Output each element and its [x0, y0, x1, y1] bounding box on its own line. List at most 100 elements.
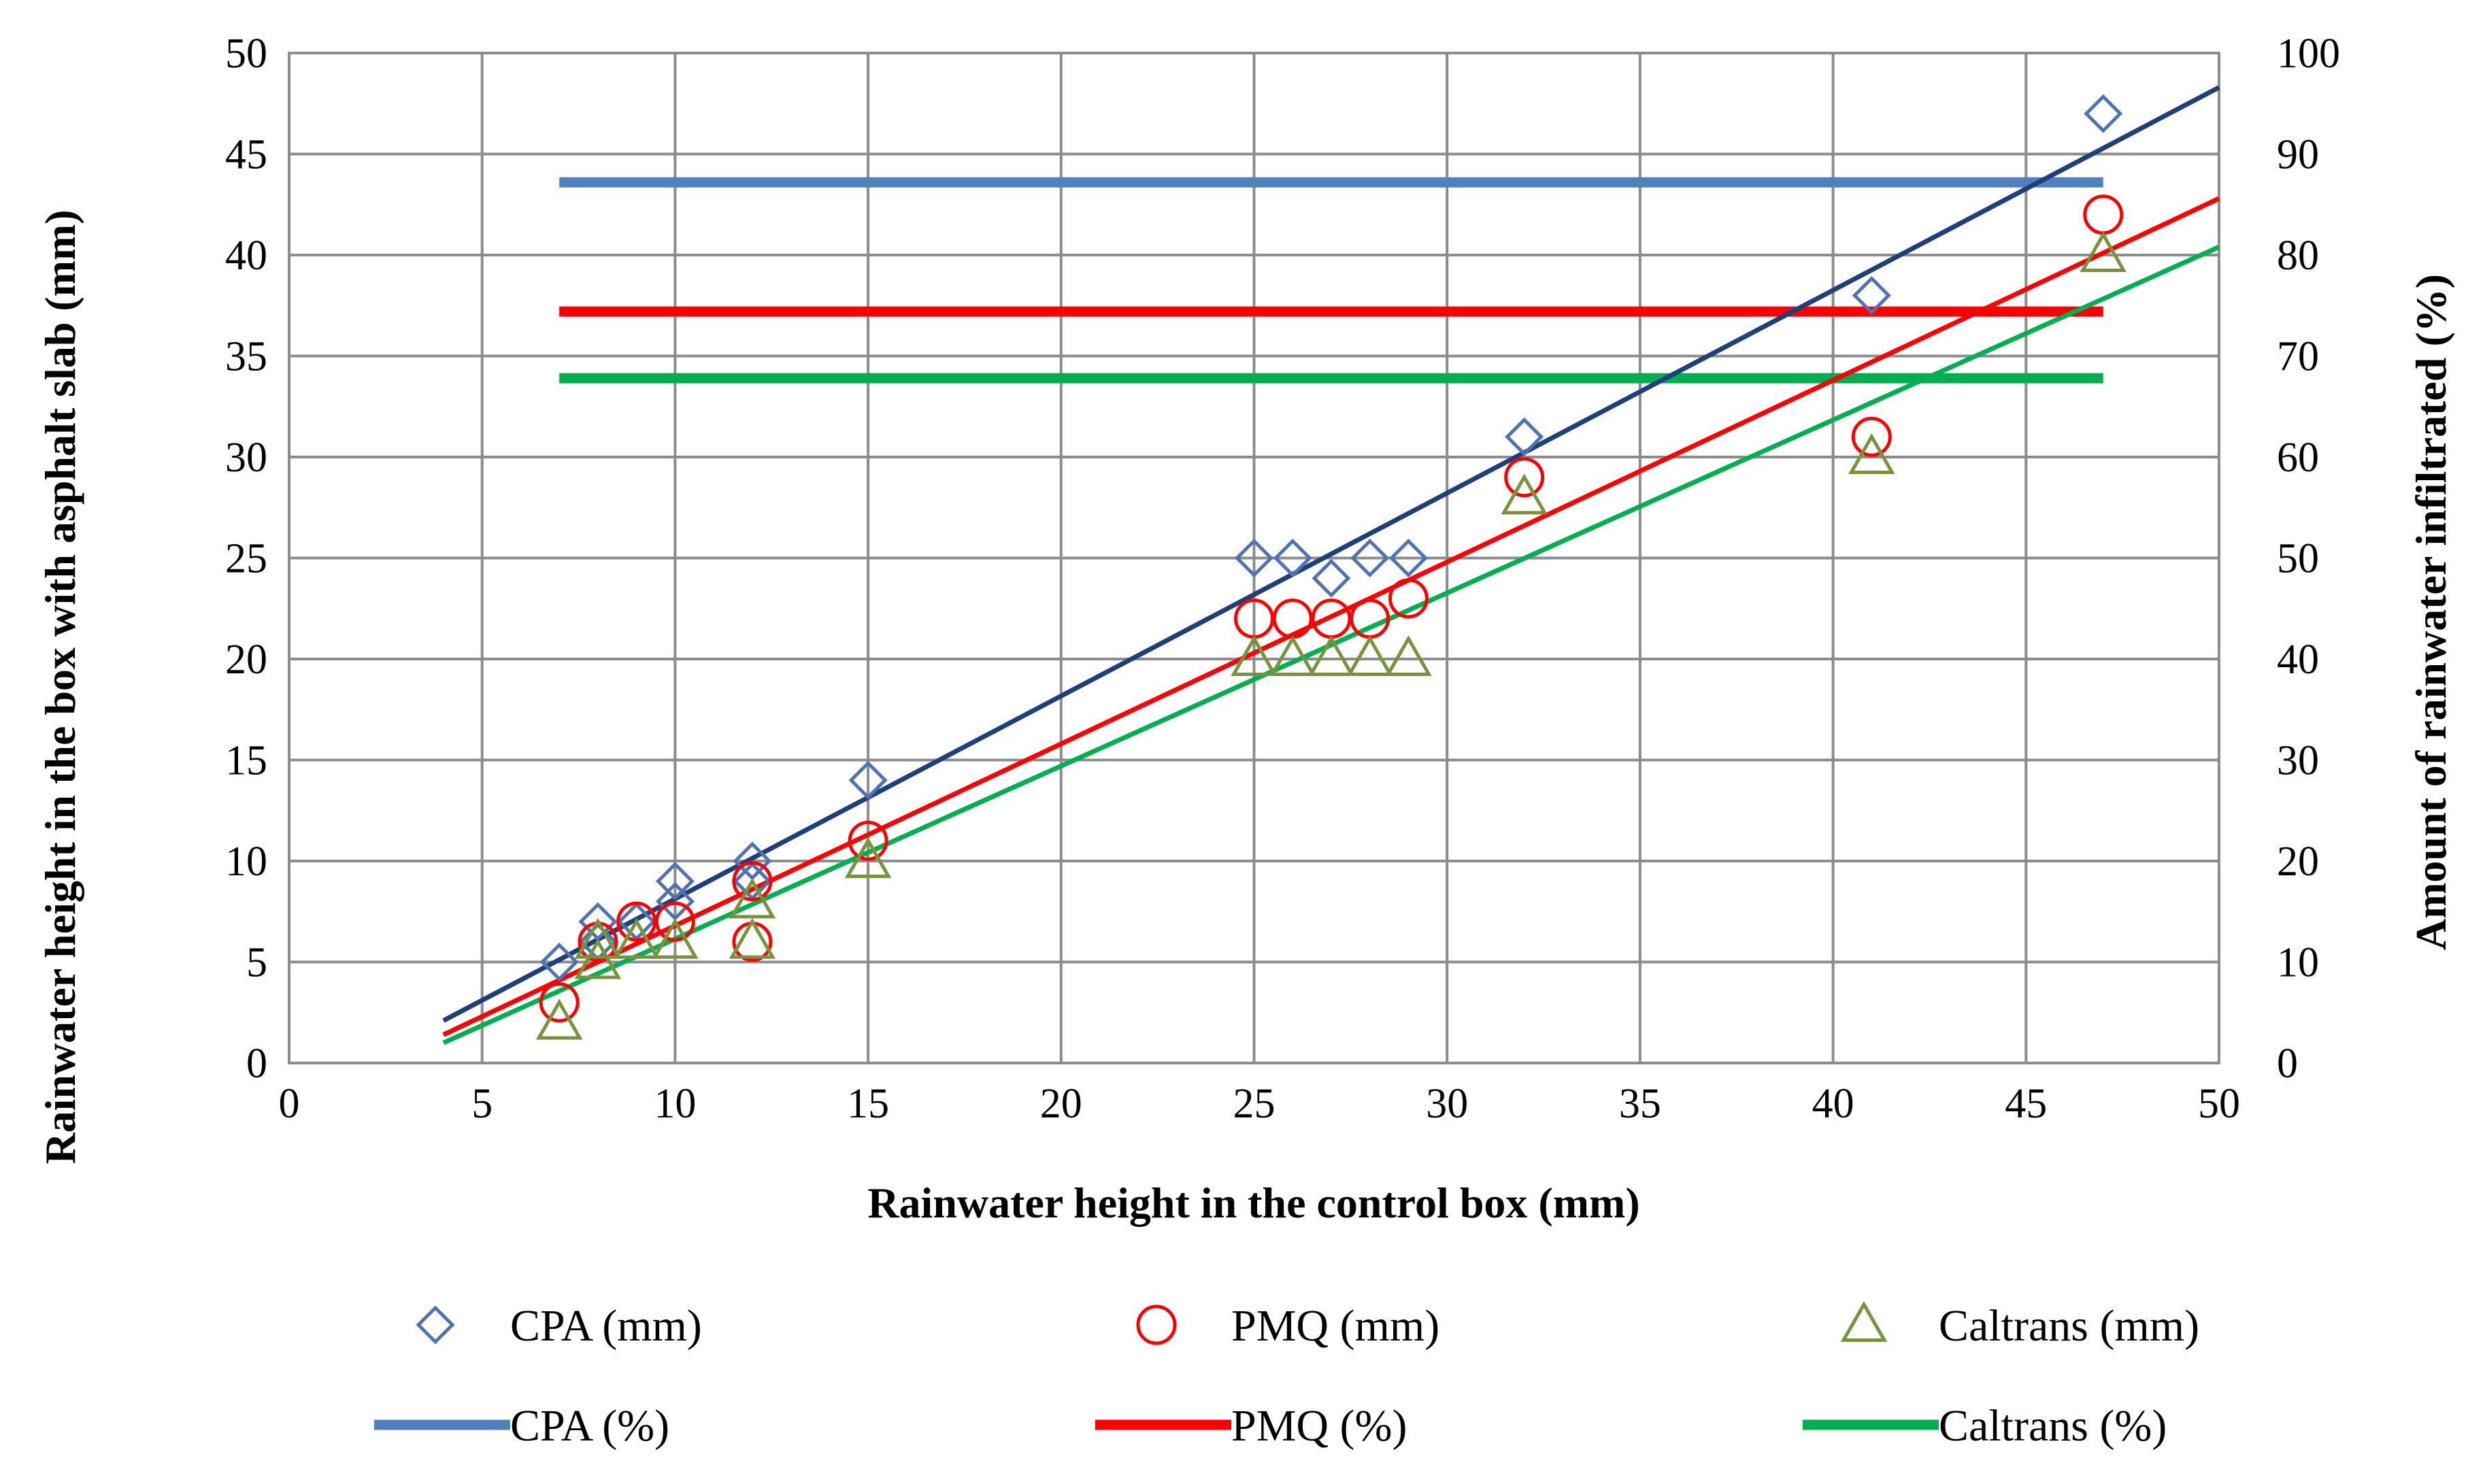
trendline-cpa-mm	[442, 85, 2220, 1023]
point-pmq-mm	[848, 820, 888, 861]
y2-tick-label: 80	[2277, 233, 2319, 279]
y-tick-label: 35	[225, 334, 267, 380]
point-cpa-mm	[848, 760, 888, 800]
point-caltrans-mm	[574, 938, 622, 979]
point-cpa-mm	[1350, 538, 1390, 578]
trendlines	[442, 85, 2220, 1045]
y2-axis-title: Amount of rainwater infiltrated (%)	[2407, 274, 2455, 950]
y2-tick-label: 40	[2277, 637, 2319, 683]
y-tick-label: 15	[225, 738, 267, 784]
y2-tick-label: 100	[2277, 31, 2340, 77]
point-caltrans-mm	[1385, 635, 1432, 676]
x-tick-label: 30	[1426, 1081, 1468, 1127]
x-tick-label: 25	[1233, 1081, 1275, 1127]
y-tick-label: 45	[225, 132, 267, 178]
x-tick-label: 5	[471, 1081, 493, 1127]
point-caltrans-mm	[1269, 635, 1316, 676]
legend-label: PMQ (%)	[1231, 1401, 1407, 1451]
point-caltrans-mm	[1848, 433, 1895, 474]
x-tick-label: 35	[1619, 1081, 1661, 1127]
legend-item-cpa: CPA (%)	[374, 1401, 669, 1451]
legend-item-caltrans-mm: Caltrans (mm)	[1840, 1300, 2199, 1351]
legend-item-pmq-mm: PMQ (mm)	[1136, 1301, 1439, 1351]
point-pmq-mm	[732, 861, 773, 902]
legend-swatch	[416, 1305, 455, 1345]
trendline-pmq-mm	[442, 196, 2220, 1037]
legend-item-caltrans: Caltrans (%)	[1803, 1401, 2167, 1451]
point-caltrans-mm	[1501, 473, 1548, 515]
point-pmq-mm	[2083, 195, 2124, 235]
x-tick-label: 45	[2005, 1081, 2047, 1127]
x-tick-label: 40	[1812, 1081, 1854, 1127]
point-pmq-mm	[539, 982, 580, 1023]
y-tick-label: 25	[225, 536, 267, 582]
point-pmq-mm	[616, 901, 657, 942]
y2-tick-label: 90	[2277, 132, 2319, 178]
trendline-caltrans-mm	[442, 244, 2220, 1045]
point-pmq-mm	[1350, 598, 1390, 639]
legend-swatch	[1840, 1300, 1888, 1342]
y2-tick-label: 30	[2277, 738, 2319, 784]
x-tick-label: 50	[2198, 1081, 2240, 1127]
y-tick-label: 50	[225, 31, 267, 77]
y2-tick-label: 70	[2277, 334, 2319, 380]
point-caltrans-mm	[1231, 635, 1278, 676]
x-tick-label: 20	[1040, 1081, 1082, 1127]
y-tick-label: 30	[225, 435, 267, 481]
point-cpa-mm	[2084, 94, 2123, 133]
point-cpa-mm	[1388, 538, 1428, 578]
plot-frame	[288, 52, 2220, 1064]
legend-label: CPA (%)	[510, 1401, 669, 1451]
legend-item-cpa-mm: CPA (mm)	[416, 1301, 702, 1351]
legend-label: CPA (mm)	[510, 1301, 702, 1351]
point-pmq-mm	[654, 901, 695, 942]
y2-tick-label: 20	[2277, 839, 2319, 885]
y-tick-label: 5	[246, 940, 267, 986]
y2-tick-label: 60	[2277, 435, 2319, 481]
point-caltrans-mm	[613, 917, 660, 959]
grid	[288, 52, 2220, 1064]
point-caltrans-mm	[2080, 231, 2127, 272]
legend-label: Caltrans (%)	[1939, 1401, 2167, 1451]
point-caltrans-mm	[535, 998, 583, 1040]
point-pmq-mm	[1388, 578, 1429, 619]
y2-tick-label: 50	[2277, 536, 2319, 582]
legend: CPA (mm) PMQ (mm) Caltrans (mm) CPA (%) PMQ …	[374, 1300, 2199, 1451]
x-tick-label: 0	[279, 1081, 300, 1127]
point-cpa-mm	[1312, 558, 1351, 598]
legend-swatch	[1136, 1304, 1177, 1345]
point-caltrans-mm	[574, 917, 622, 959]
point-pmq-mm	[1504, 457, 1545, 498]
point-caltrans-mm	[729, 877, 776, 919]
point-caltrans-mm	[1307, 635, 1355, 676]
x-tick-label: 10	[654, 1081, 696, 1127]
legend-label: Caltrans (mm)	[1939, 1301, 2199, 1351]
data-points	[535, 94, 2127, 1040]
point-cpa-mm	[1852, 275, 1891, 315]
point-cpa-mm	[1273, 538, 1312, 578]
legend-label: PMQ (mm)	[1231, 1301, 1439, 1351]
tick-labels: 0 5 10 15 20 25 30 35 40 45 50 0 5 10 15 20 25 30 35 40 45 50…	[225, 31, 2340, 1127]
percent-lines	[559, 177, 2103, 384]
legend-item-pmq: PMQ (%)	[1095, 1401, 1407, 1451]
y-tick-label: 40	[225, 233, 267, 279]
y-tick-label: 10	[225, 839, 267, 885]
point-caltrans-mm	[652, 917, 699, 959]
y-tick-label: 0	[246, 1041, 267, 1087]
point-cpa-mm	[539, 942, 579, 982]
point-pmq-mm	[1272, 598, 1313, 639]
point-caltrans-mm	[1346, 635, 1394, 676]
point-cpa-mm	[1234, 538, 1274, 578]
y-tick-label: 20	[225, 637, 267, 683]
y2-tick-label: 0	[2277, 1041, 2298, 1087]
point-pmq-mm	[1851, 416, 1892, 457]
point-cpa-mm	[1505, 417, 1544, 456]
x-axis-title: Rainwater height in the control box (mm)	[867, 1179, 1639, 1227]
point-caltrans-mm	[729, 917, 776, 959]
point-cpa-mm	[655, 862, 695, 901]
x-tick-label: 15	[847, 1081, 889, 1127]
y-axis-title: Rainwater height in the box with asphalt…	[36, 209, 84, 1164]
y2-tick-label: 10	[2277, 940, 2319, 986]
